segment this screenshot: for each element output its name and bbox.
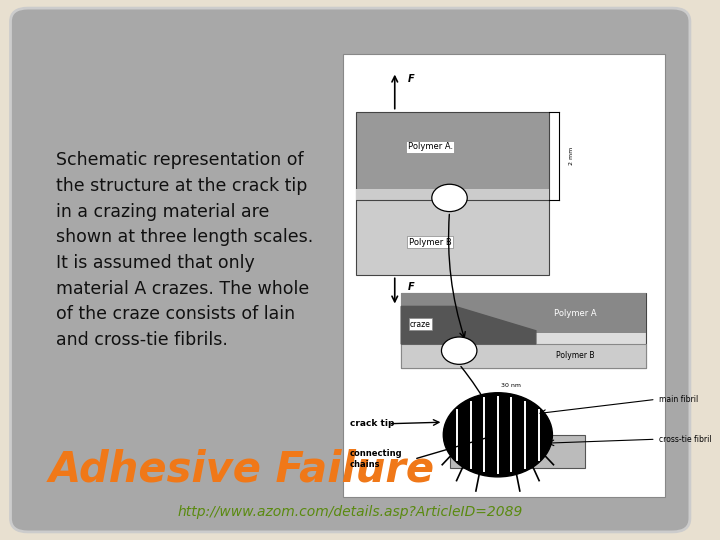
- Text: Polymer A: Polymer A: [554, 308, 596, 318]
- Polygon shape: [401, 306, 536, 344]
- Text: http://www.azom.com/details.asp?ArticleID=2089: http://www.azom.com/details.asp?ArticleI…: [178, 505, 523, 519]
- Text: cross-tie fibril: cross-tie fibril: [659, 435, 711, 444]
- Text: connecting
chains: connecting chains: [350, 449, 402, 469]
- Text: Schematic representation of
the structure at the crack tip
in a crazing material: Schematic representation of the structur…: [56, 151, 313, 349]
- FancyBboxPatch shape: [449, 435, 585, 468]
- Text: 30 nm: 30 nm: [501, 383, 521, 388]
- FancyBboxPatch shape: [356, 189, 549, 200]
- Text: Polymer A.: Polymer A.: [408, 143, 453, 152]
- Circle shape: [444, 393, 552, 477]
- Text: Polymer B: Polymer B: [409, 238, 451, 247]
- Text: Polymer B: Polymer B: [556, 350, 595, 360]
- Circle shape: [441, 337, 477, 364]
- Text: Adhesive Failure: Adhesive Failure: [49, 448, 435, 490]
- FancyBboxPatch shape: [356, 112, 549, 200]
- FancyBboxPatch shape: [343, 54, 665, 497]
- Text: main fibril: main fibril: [659, 395, 698, 404]
- Circle shape: [432, 184, 467, 212]
- FancyBboxPatch shape: [11, 8, 690, 532]
- Text: F: F: [408, 74, 414, 84]
- Text: 2 mm: 2 mm: [569, 147, 574, 165]
- FancyBboxPatch shape: [401, 293, 646, 333]
- Text: F: F: [408, 282, 414, 292]
- FancyBboxPatch shape: [401, 293, 646, 368]
- Text: craze: craze: [410, 320, 431, 329]
- FancyBboxPatch shape: [356, 200, 549, 275]
- Text: crack tip: crack tip: [350, 419, 394, 428]
- FancyBboxPatch shape: [401, 344, 646, 368]
